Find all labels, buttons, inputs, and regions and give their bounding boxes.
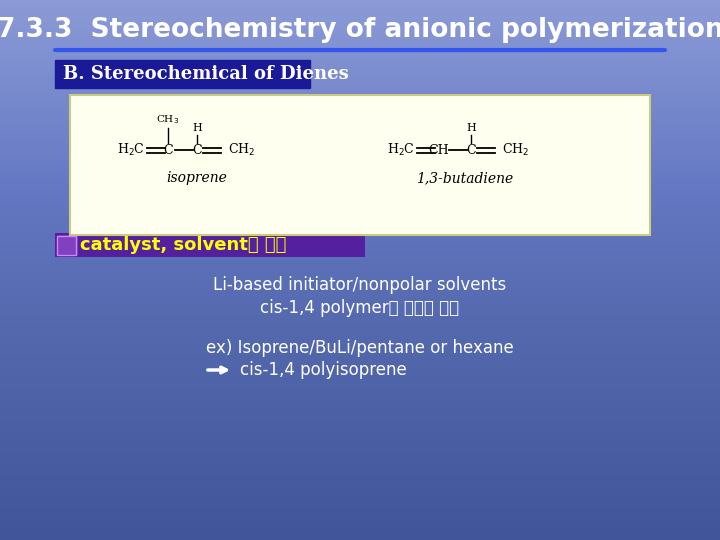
Text: C: C (192, 144, 202, 157)
Text: H: H (466, 123, 476, 133)
Text: H$_2$C: H$_2$C (387, 142, 415, 158)
Text: cis-1,4 polyisoprene: cis-1,4 polyisoprene (240, 361, 407, 379)
FancyBboxPatch shape (55, 233, 365, 257)
FancyBboxPatch shape (55, 60, 310, 88)
Text: isoprene: isoprene (166, 171, 228, 185)
Text: catalyst, solvent의 영향: catalyst, solvent의 영향 (80, 236, 287, 254)
FancyBboxPatch shape (70, 95, 650, 235)
Text: CH: CH (428, 144, 449, 157)
Text: CH$_3$: CH$_3$ (156, 113, 179, 126)
Text: 7.3.3  Stereochemistry of anionic polymerization: 7.3.3 Stereochemistry of anionic polymer… (0, 17, 720, 43)
Text: ex) Isoprene/BuLi/pentane or hexane: ex) Isoprene/BuLi/pentane or hexane (206, 339, 514, 357)
Text: CH$_2$: CH$_2$ (228, 142, 255, 158)
Text: cis-1,4 polymer의 생성이 증가: cis-1,4 polymer의 생성이 증가 (261, 299, 459, 317)
Text: C: C (163, 144, 173, 157)
Text: H: H (192, 123, 202, 133)
FancyBboxPatch shape (57, 236, 76, 255)
Text: H$_2$C: H$_2$C (117, 142, 145, 158)
Text: 1,3-butadiene: 1,3-butadiene (416, 171, 513, 185)
Text: C: C (466, 144, 476, 157)
Text: Li-based initiator/nonpolar solvents: Li-based initiator/nonpolar solvents (213, 276, 507, 294)
Text: CH$_2$: CH$_2$ (502, 142, 529, 158)
Text: B. Stereochemical of Dienes: B. Stereochemical of Dienes (63, 65, 348, 83)
FancyBboxPatch shape (58, 236, 76, 254)
